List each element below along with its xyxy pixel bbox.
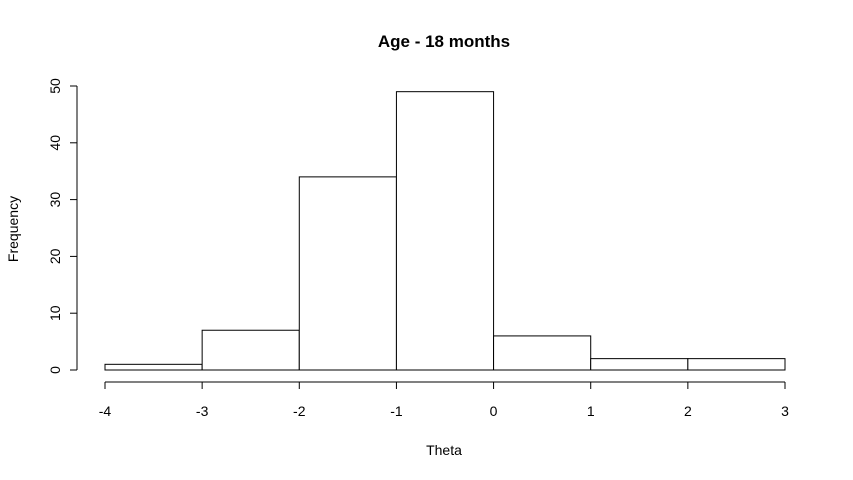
histogram-bar	[104, 363, 203, 371]
x-tick-label: 0	[490, 403, 498, 419]
x-tick-label: 3	[781, 403, 789, 419]
histogram-bar	[395, 91, 495, 371]
bars-group	[104, 91, 786, 371]
y-tick-label: 0	[47, 366, 63, 374]
histogram-bar	[493, 335, 592, 371]
y-tick-label: 10	[47, 305, 63, 321]
x-tick-label: -3	[196, 403, 209, 419]
histogram-bar	[687, 358, 786, 371]
chart-title: Age - 18 months	[378, 32, 510, 51]
y-tick-label: 30	[47, 192, 63, 208]
x-axis: -4 -3 -2 -1 0 1 2 3	[99, 381, 789, 419]
y-tick-label: 40	[47, 135, 63, 151]
histogram-bar	[298, 176, 397, 371]
x-tick-label: 2	[684, 403, 692, 419]
y-tick-label: 20	[47, 248, 63, 264]
histogram-bar	[201, 329, 300, 371]
y-axis: 0 10 20 30 40 50	[47, 78, 78, 374]
y-tick-label: 50	[47, 78, 63, 94]
histogram-bar	[590, 358, 689, 371]
x-tick-label: -4	[99, 403, 112, 419]
x-tick-label: -1	[390, 403, 403, 419]
y-axis-label: Frequency	[5, 196, 21, 262]
x-axis-label: Theta	[426, 442, 462, 458]
x-tick-label: -2	[293, 403, 306, 419]
x-tick-label: 1	[587, 403, 595, 419]
